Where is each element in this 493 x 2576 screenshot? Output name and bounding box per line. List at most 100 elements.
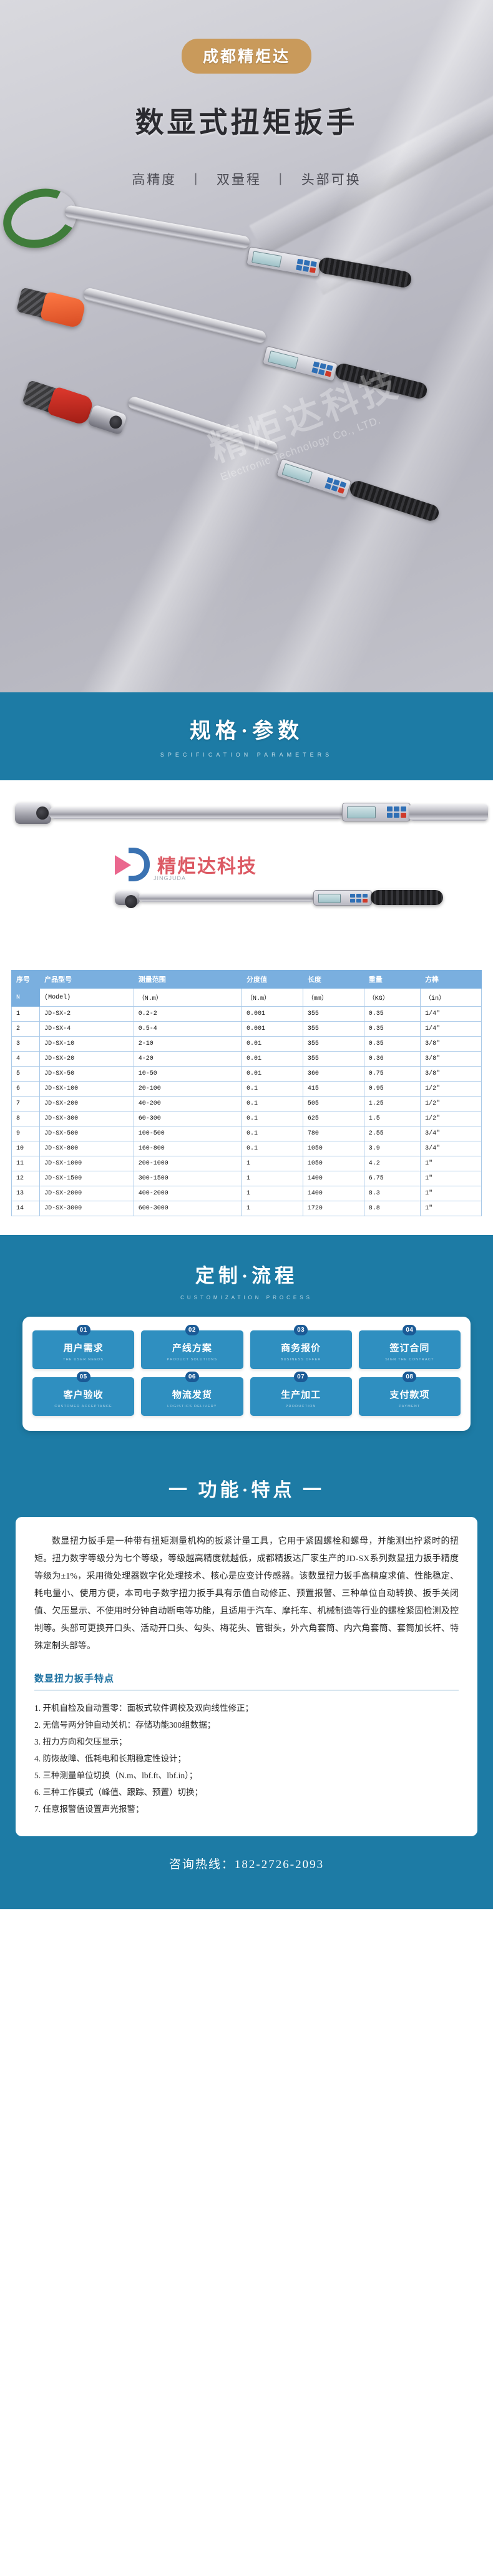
process-step-box[interactable]: 商务报价 BUSINESS OFFER — [250, 1330, 352, 1369]
process-step-label-en: LOGISTICS DELIVERY — [167, 1405, 217, 1408]
process-step[interactable]: 05 客户验收 CUSTOMER ACCEPTANCE — [32, 1372, 135, 1416]
logo-text-cn: 精炬达科技 — [157, 856, 257, 877]
cell-division: 1 — [241, 1156, 303, 1171]
unit-index: N — [11, 988, 41, 1007]
cell-model: JD-SX-1000 — [39, 1156, 134, 1171]
cell-division: 0.1 — [241, 1126, 303, 1141]
cell-model: JD-SX-2 — [39, 1006, 134, 1022]
th-division: 分度值 — [241, 970, 303, 989]
cell-square: 1″ — [420, 1201, 482, 1216]
cell-range: 4-20 — [133, 1051, 242, 1067]
th-model: 产品型号 — [39, 970, 134, 989]
process-step[interactable]: 03 商务报价 BUSINESS OFFER — [250, 1325, 352, 1369]
cell-range: 200-1000 — [133, 1156, 242, 1171]
feature-list-item: 2. 无信号两分钟自动关机：存储功能300组数据； — [34, 1720, 216, 1730]
cell-weight: 0.75 — [363, 1066, 421, 1082]
cell-length: 355 — [302, 1021, 364, 1037]
process-step-label-en: PRODUCTION — [285, 1405, 316, 1408]
process-step-label-en: SIGN THE CONTRACT — [385, 1358, 434, 1362]
hero-feature-1: 高精度 — [132, 173, 177, 187]
cell-square: 1/4″ — [420, 1021, 482, 1037]
cell-range: 600-3000 — [133, 1201, 242, 1216]
unit-division: （N.m） — [241, 988, 303, 1007]
cell-weight: 1.25 — [363, 1096, 421, 1111]
brand-badge-wrap: 成都精炬达 — [0, 39, 493, 74]
table-header-row: 序号 产品型号 测量范围 分度值 长度 重量 方榫 — [11, 970, 482, 989]
cell-range: 0.2-2 — [133, 1006, 242, 1022]
process-step[interactable]: 02 产线方案 PRODUCT SOLUTIONS — [141, 1325, 243, 1369]
cell-square: 1/2″ — [420, 1096, 482, 1111]
cell-division: 0.1 — [241, 1096, 303, 1111]
process-step-box[interactable]: 签订合同 SIGN THE CONTRACT — [358, 1330, 461, 1369]
process-step-box[interactable]: 生产加工 PRODUCTION — [250, 1377, 352, 1416]
features-subtitle: 数显扭力扳手特点 — [34, 1674, 115, 1684]
process-title: 定制·流程 — [195, 1265, 298, 1287]
table-row: 10 JD-SX-800 160-800 0.1 1050 3.9 3/4″ — [11, 1141, 482, 1156]
hero-feature-3: 头部可换 — [301, 173, 361, 187]
spec-banner-title: 规格·参数 — [189, 720, 304, 743]
process-step-box[interactable]: 支付款项 PAYMENT — [358, 1377, 461, 1416]
cell-length: 1720 — [302, 1201, 364, 1216]
process-step[interactable]: 01 用户需求 THE USER NEEDS — [32, 1325, 135, 1369]
cell-length: 1050 — [302, 1141, 364, 1156]
process-step-number: 02 — [185, 1325, 199, 1335]
cell-range: 0.5-4 — [133, 1021, 242, 1037]
product-detail-page: 成都精炬达 数显式扭矩扳手 高精度 丨 双量程 丨 头部可换 — [0, 0, 493, 1909]
cell-index: 4 — [11, 1051, 41, 1067]
process-step-label: 支付款项 — [389, 1390, 430, 1400]
process-row-bottom: 05 客户验收 CUSTOMER ACCEPTANCE 06 物流发货 LOGISTICS… — [32, 1372, 461, 1416]
cell-model: JD-SX-100 — [39, 1081, 134, 1097]
cell-division: 0.01 — [241, 1051, 303, 1067]
spec-table-section: 序号 产品型号 测量范围 分度值 长度 重量 方榫 N (Model) （N.m… — [0, 967, 493, 1235]
process-step-label: 生产加工 — [281, 1390, 321, 1400]
table-row: 11 JD-SX-1000 200-1000 1 1050 4.2 1″ — [11, 1156, 482, 1171]
process-step-label-en: BUSINESS OFFER — [280, 1358, 321, 1362]
cell-length: 355 — [302, 1036, 364, 1052]
th-square: 方榫 — [420, 970, 482, 989]
cell-weight: 0.35 — [363, 1021, 421, 1037]
process-step-label: 用户需求 — [63, 1343, 104, 1353]
cell-division: 0.1 — [241, 1141, 303, 1156]
cell-square: 1″ — [420, 1156, 482, 1171]
process-step[interactable]: 07 生产加工 PRODUCTION — [250, 1372, 352, 1416]
process-step-box[interactable]: 客户验收 CUSTOMER ACCEPTANCE — [32, 1377, 135, 1416]
cell-model: JD-SX-800 — [39, 1141, 134, 1156]
hero-feature-2: 双量程 — [217, 173, 261, 187]
cell-division: 0.1 — [241, 1081, 303, 1097]
page-title: 数显式扭矩扳手 — [135, 107, 358, 138]
cell-index: 3 — [11, 1036, 41, 1052]
process-step-label-en: PAYMENT — [399, 1405, 421, 1408]
process-section: 定制·流程 CUSTOMIZATION PROCESS 01 用户需求 THE US… — [0, 1235, 493, 1460]
spec-table: 序号 产品型号 测量范围 分度值 长度 重量 方榫 N (Model) （N.m… — [11, 970, 482, 1216]
th-weight: 重量 — [363, 970, 421, 989]
process-step-label-en: THE USER NEEDS — [63, 1358, 104, 1362]
cell-model: JD-SX-2000 — [39, 1186, 134, 1201]
cell-division: 1 — [241, 1171, 303, 1186]
cell-weight: 1.5 — [363, 1111, 421, 1126]
cell-square: 1/4″ — [420, 1006, 482, 1022]
unit-model: (Model) — [39, 988, 134, 1007]
cell-range: 300-1500 — [133, 1171, 242, 1186]
process-step[interactable]: 04 签订合同 SIGN THE CONTRACT — [358, 1325, 461, 1369]
cell-weight: 8.3 — [363, 1186, 421, 1201]
cell-index: 12 — [11, 1171, 41, 1186]
process-step-box[interactable]: 产线方案 PRODUCT SOLUTIONS — [141, 1330, 243, 1369]
hotline-text: 咨询热线：182-2726-2093 — [168, 1858, 325, 1871]
cell-length: 355 — [302, 1051, 364, 1067]
table-row: 2 JD-SX-4 0.5-4 0.001 355 0.35 1/4″ — [11, 1021, 482, 1037]
feature-list-item: 1. 开机自检及自动置零：面板式软件调校及双向线性修正； — [34, 1703, 253, 1713]
process-step-box[interactable]: 用户需求 THE USER NEEDS — [32, 1330, 135, 1369]
cell-division: 1 — [241, 1201, 303, 1216]
cell-index: 14 — [11, 1201, 41, 1216]
features-title: 一 功能·特点 一 — [168, 1480, 325, 1501]
feature-list-item: 3. 扭力方向和欠压显示； — [34, 1737, 127, 1746]
features-card: 数显扭力扳手是一种带有扭矩测量机构的扳紧计量工具，它用于紧固螺栓和螺母，并能测出… — [16, 1517, 477, 1836]
process-step[interactable]: 06 物流发货 LOGISTICS DELIVERY — [141, 1372, 243, 1416]
cell-index: 8 — [11, 1111, 41, 1126]
process-step[interactable]: 08 支付款项 PAYMENT — [358, 1372, 461, 1416]
cell-range: 100-500 — [133, 1126, 242, 1141]
cell-division: 0.01 — [241, 1036, 303, 1052]
cell-index: 1 — [11, 1006, 41, 1022]
process-step-box[interactable]: 物流发货 LOGISTICS DELIVERY — [141, 1377, 243, 1416]
cell-index: 2 — [11, 1021, 41, 1037]
